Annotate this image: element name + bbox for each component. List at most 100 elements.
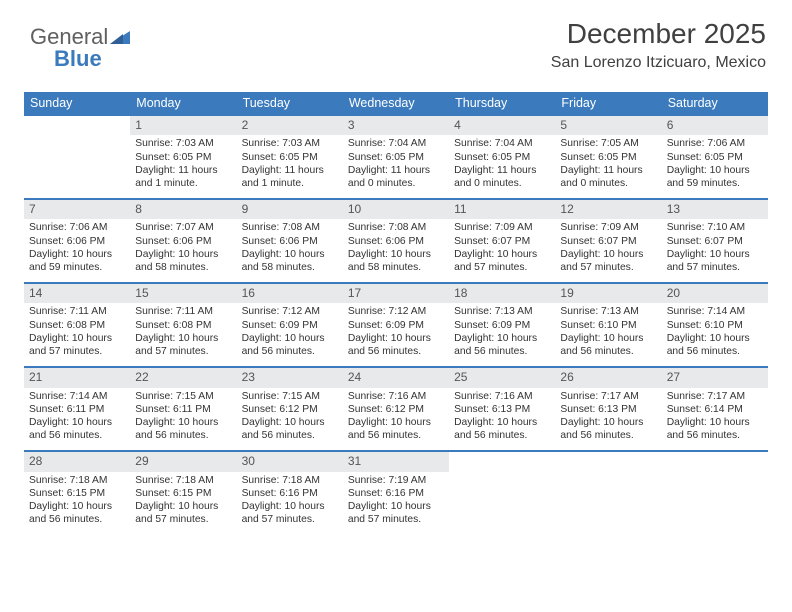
day-details: Sunrise: 7:06 AMSunset: 6:05 PMDaylight:… (662, 137, 768, 190)
sunrise-text: Sunrise: 7:14 AM (29, 390, 125, 403)
day-number: 23 (237, 368, 343, 387)
day-number: 10 (343, 200, 449, 219)
calendar-cell: 6 Sunrise: 7:06 AMSunset: 6:05 PMDaylight… (662, 114, 768, 198)
daylight-text: Daylight: 10 hours and 57 minutes. (454, 248, 550, 274)
calendar-cell: 25Sunrise: 7:16 AMSunset: 6:13 PMDayligh… (449, 366, 555, 450)
sunset-text: Sunset: 6:10 PM (667, 319, 763, 332)
sunset-text: Sunset: 6:06 PM (242, 235, 338, 248)
daylight-text: Daylight: 10 hours and 56 minutes. (348, 416, 444, 442)
calendar-cell: 18 Sunrise: 7:13 AMSunset: 6:09 PMDayligh… (449, 282, 555, 366)
day-details: Sunrise: 7:12 AMSunset: 6:09 PMDaylight:… (237, 305, 343, 358)
day-number: 26 (555, 368, 661, 387)
calendar-cell: 2Sunrise: 7:03 AMSunset: 6:05 PMDaylight… (237, 114, 343, 198)
daylight-text: Daylight: 10 hours and 57 minutes. (242, 500, 338, 526)
daylight-text: Daylight: 10 hours and 56 minutes. (242, 416, 338, 442)
day-details: Sunrise: 7:09 AMSunset: 6:07 PMDaylight:… (449, 221, 555, 274)
day-number: 1 (130, 116, 236, 135)
day-details: Sunrise: 7:18 AMSunset: 6:15 PMDaylight:… (24, 474, 130, 527)
sunrise-text: Sunrise: 7:16 AM (454, 390, 550, 403)
day-number: 21 (24, 368, 130, 387)
week-row: 7Sunrise: 7:06 AMSunset: 6:06 PMDaylight… (24, 198, 768, 282)
calendar-cell: 14 Sunrise: 7:11 AMSunset: 6:08 PMDayligh… (24, 282, 130, 366)
sunset-text: Sunset: 6:12 PM (242, 403, 338, 416)
sunrise-text: Sunrise: 7:08 AM (348, 221, 444, 234)
daylight-text: Daylight: 10 hours and 56 minutes. (560, 416, 656, 442)
day-number: 5 (555, 116, 661, 135)
day-details: Sunrise: 7:18 AMSunset: 6:16 PMDaylight:… (237, 474, 343, 527)
sunset-text: Sunset: 6:13 PM (560, 403, 656, 416)
sunset-text: Sunset: 6:15 PM (135, 487, 231, 500)
logo-text-blue: Blue (54, 46, 102, 71)
daylight-text: Daylight: 10 hours and 56 minutes. (242, 332, 338, 358)
day-details: Sunrise: 7:13 AMSunset: 6:09 PMDaylight:… (449, 305, 555, 358)
dow-wednesday: Wednesday (343, 92, 449, 114)
logo-triangle-icon (110, 28, 130, 49)
sunrise-text: Sunrise: 7:11 AM (135, 305, 231, 318)
sunset-text: Sunset: 6:09 PM (454, 319, 550, 332)
sunset-text: Sunset: 6:14 PM (667, 403, 763, 416)
sunrise-text: Sunrise: 7:06 AM (667, 137, 763, 150)
daylight-text: Daylight: 11 hours and 1 minute. (135, 164, 231, 190)
calendar-cell: 9Sunrise: 7:08 AMSunset: 6:06 PMDaylight… (237, 198, 343, 282)
calendar-grid: SundayMondayTuesdayWednesdayThursdayFrid… (24, 92, 768, 534)
calendar-cell: 4Sunrise: 7:04 AMSunset: 6:05 PMDaylight… (449, 114, 555, 198)
sunset-text: Sunset: 6:11 PM (135, 403, 231, 416)
calendar-cell: 19 Sunrise: 7:13 AMSunset: 6:10 PMDayligh… (555, 282, 661, 366)
daylight-text: Daylight: 10 hours and 56 minutes. (454, 332, 550, 358)
day-number: 3 (343, 116, 449, 135)
sunset-text: Sunset: 6:07 PM (454, 235, 550, 248)
day-number: 30 (237, 452, 343, 471)
day-number: 18 (449, 284, 555, 303)
calendar-cell: 7Sunrise: 7:06 AMSunset: 6:06 PMDaylight… (24, 198, 130, 282)
sunset-text: Sunset: 6:13 PM (454, 403, 550, 416)
day-details: Sunrise: 7:13 AMSunset: 6:10 PMDaylight:… (555, 305, 661, 358)
sunrise-text: Sunrise: 7:17 AM (560, 390, 656, 403)
sunset-text: Sunset: 6:06 PM (29, 235, 125, 248)
calendar-cell: 5Sunrise: 7:05 AMSunset: 6:05 PMDaylight… (555, 114, 661, 198)
sunset-text: Sunset: 6:16 PM (242, 487, 338, 500)
day-number: 14 (24, 284, 130, 303)
calendar-cell: 10Sunrise: 7:08 AMSunset: 6:06 PMDayligh… (343, 198, 449, 282)
sunrise-text: Sunrise: 7:12 AM (348, 305, 444, 318)
daylight-text: Daylight: 10 hours and 59 minutes. (29, 248, 125, 274)
calendar-cell: 30 Sunrise: 7:18 AMSunset: 6:16 PMDayligh… (237, 450, 343, 534)
daylight-text: Daylight: 10 hours and 57 minutes. (135, 332, 231, 358)
sunset-text: Sunset: 6:10 PM (560, 319, 656, 332)
calendar-cell: 31Sunrise: 7:19 AMSunset: 6:16 PMDayligh… (343, 450, 449, 534)
sunset-text: Sunset: 6:05 PM (454, 151, 550, 164)
daylight-text: Daylight: 10 hours and 57 minutes. (29, 332, 125, 358)
day-number: 6 (662, 116, 768, 135)
day-details: Sunrise: 7:15 AMSunset: 6:11 PMDaylight:… (130, 390, 236, 443)
sunrise-text: Sunrise: 7:18 AM (135, 474, 231, 487)
calendar-cell-empty (449, 450, 555, 534)
sunrise-text: Sunrise: 7:10 AM (667, 221, 763, 234)
calendar-cell: 3Sunrise: 7:04 AMSunset: 6:05 PMDaylight… (343, 114, 449, 198)
calendar-cell: 23Sunrise: 7:15 AMSunset: 6:12 PMDayligh… (237, 366, 343, 450)
day-details: Sunrise: 7:11 AMSunset: 6:08 PMDaylight:… (24, 305, 130, 358)
daylight-text: Daylight: 11 hours and 0 minutes. (348, 164, 444, 190)
calendar-cell-empty (662, 450, 768, 534)
daylight-text: Daylight: 10 hours and 56 minutes. (348, 332, 444, 358)
day-details: Sunrise: 7:06 AMSunset: 6:06 PMDaylight:… (24, 221, 130, 274)
calendar-cell: 26 Sunrise: 7:17 AMSunset: 6:13 PMDayligh… (555, 366, 661, 450)
day-number: 19 (555, 284, 661, 303)
day-details: Sunrise: 7:03 AMSunset: 6:05 PMDaylight:… (130, 137, 236, 190)
dow-monday: Monday (130, 92, 236, 114)
day-number: 16 (237, 284, 343, 303)
daylight-text: Daylight: 10 hours and 56 minutes. (560, 332, 656, 358)
daylight-text: Daylight: 11 hours and 0 minutes. (560, 164, 656, 190)
calendar-cell-empty (555, 450, 661, 534)
sunset-text: Sunset: 6:08 PM (29, 319, 125, 332)
sunset-text: Sunset: 6:07 PM (560, 235, 656, 248)
page-subtitle: San Lorenzo Itzicuaro, Mexico (551, 54, 766, 72)
sunrise-text: Sunrise: 7:03 AM (242, 137, 338, 150)
daylight-text: Daylight: 10 hours and 56 minutes. (135, 416, 231, 442)
day-details: Sunrise: 7:16 AMSunset: 6:12 PMDaylight:… (343, 390, 449, 443)
header: December 2025 San Lorenzo Itzicuaro, Mex… (551, 18, 766, 72)
sunset-text: Sunset: 6:16 PM (348, 487, 444, 500)
day-number: 29 (130, 452, 236, 471)
calendar-cell: 8Sunrise: 7:07 AMSunset: 6:06 PMDaylight… (130, 198, 236, 282)
day-number: 9 (237, 200, 343, 219)
dow-sunday: Sunday (24, 92, 130, 114)
sunrise-text: Sunrise: 7:04 AM (348, 137, 444, 150)
